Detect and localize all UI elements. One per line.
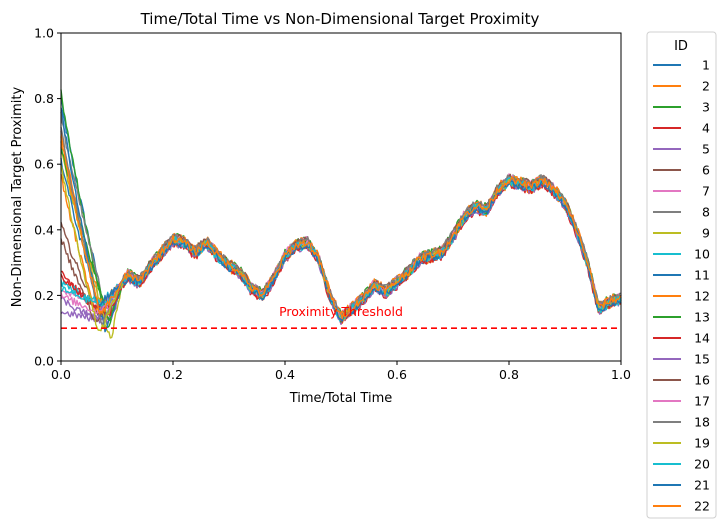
legend-label-22: 22 (694, 499, 710, 514)
y-tick-label: 0.6 (34, 157, 54, 172)
x-tick-label: 0.2 (163, 367, 183, 382)
x-tick-label: 0.0 (51, 367, 71, 382)
y-tick-label: 0.8 (34, 91, 54, 106)
plot-frame (61, 33, 621, 361)
legend-label-14: 14 (694, 331, 710, 346)
threshold-label: Proximity Threshold (279, 304, 403, 319)
legend-label-1: 1 (702, 58, 710, 73)
legend-label-21: 21 (694, 478, 710, 493)
legend-label-20: 20 (694, 457, 710, 472)
x-tick-label: 0.4 (275, 367, 295, 382)
legend-label-12: 12 (694, 289, 710, 304)
legend-label-17: 17 (694, 394, 710, 409)
chart-title: Time/Total Time vs Non-Dimensional Targe… (140, 10, 540, 28)
legend-label-11: 11 (694, 268, 710, 283)
legend-frame (646, 31, 717, 519)
x-axis: 0.0 0.2 0.4 0.6 0.8 1.0 (51, 361, 631, 382)
legend-label-5: 5 (702, 142, 710, 157)
legend-label-13: 13 (694, 310, 710, 325)
y-axis: 0.0 0.2 0.4 0.6 0.8 1.0 (34, 26, 61, 369)
legend-label-10: 10 (694, 247, 710, 262)
legend-label-9: 9 (702, 226, 710, 241)
plot-border (60, 32, 622, 362)
legend-label-8: 8 (702, 205, 710, 220)
legend-label-4: 4 (702, 121, 710, 136)
x-tick-label: 1.0 (611, 367, 631, 382)
legend-label-19: 19 (694, 436, 710, 451)
series-line-21 (60, 107, 622, 322)
x-tick-label: 0.8 (499, 367, 519, 382)
series-layer (60, 89, 622, 339)
legend-label-7: 7 (702, 184, 710, 199)
y-axis-label: Non-Dimensional Target Proximity (10, 87, 25, 308)
legend-label-18: 18 (694, 415, 710, 430)
legend-label-3: 3 (702, 100, 710, 115)
legend-title: ID (674, 39, 688, 54)
legend-label-6: 6 (702, 163, 710, 178)
y-tick-label: 0.4 (34, 222, 54, 237)
y-tick-label: 1.0 (34, 26, 54, 41)
y-tick-label: 0.0 (34, 354, 54, 369)
series-line-22 (60, 136, 622, 320)
y-tick-label: 0.2 (34, 288, 54, 303)
x-axis-label: Time/Total Time (289, 391, 393, 406)
legend-label-2: 2 (702, 79, 710, 94)
x-tick-label: 0.6 (387, 367, 407, 382)
legend-label-15: 15 (694, 352, 710, 367)
legend-label-16: 16 (694, 373, 710, 388)
plot-area: Proximity Threshold (60, 32, 622, 362)
